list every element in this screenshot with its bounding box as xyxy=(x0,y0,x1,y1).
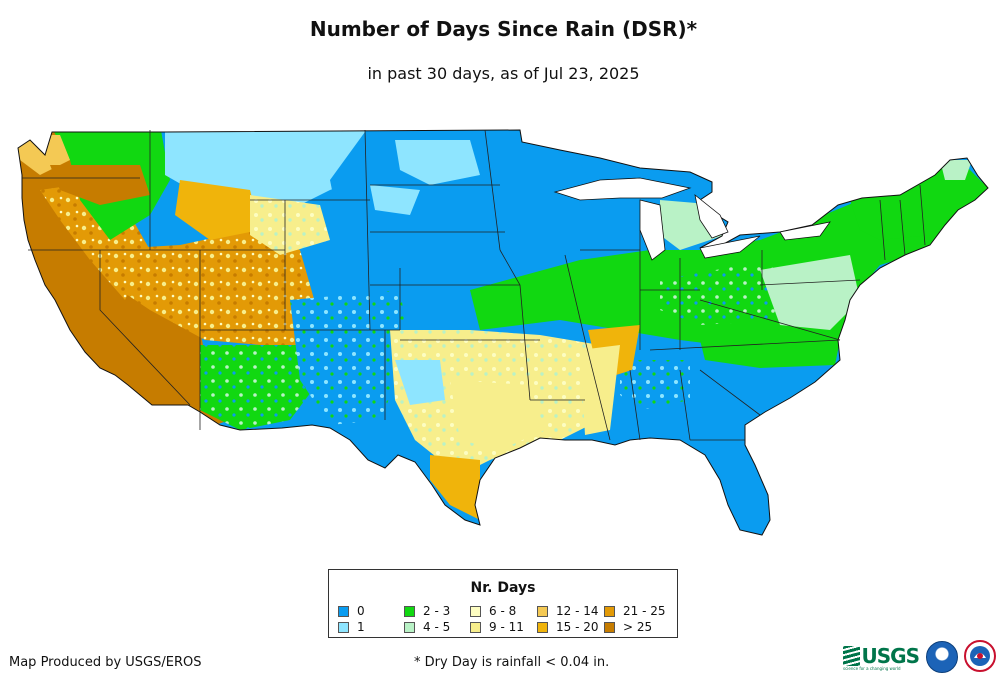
legend-item: 12 - 14 xyxy=(537,604,599,618)
legend-label: 1 xyxy=(357,620,365,634)
legend-label: 15 - 20 xyxy=(556,620,599,634)
legend-swatch xyxy=(604,605,615,617)
state-boundaries xyxy=(22,129,926,441)
legend-label: 4 - 5 xyxy=(423,620,451,634)
legend-label: > 25 xyxy=(623,620,653,634)
legend-item: 1 xyxy=(338,620,365,634)
map-subtitle: in past 30 days, as of Jul 23, 2025 xyxy=(367,64,640,83)
legend-swatch xyxy=(470,621,481,633)
legend-swatch xyxy=(537,605,548,617)
noaa-logo xyxy=(926,641,958,673)
usgs-wave-icon xyxy=(843,646,860,666)
footnote-text: * Dry Day is rainfall < 0.04 in. xyxy=(414,655,610,670)
map-title: Number of Days Since Rain (DSR)* xyxy=(309,17,698,41)
legend-item: 21 - 25 xyxy=(604,604,666,618)
legend-swatch xyxy=(604,621,615,633)
legend-swatch xyxy=(404,621,415,633)
great-lakes xyxy=(553,177,831,261)
usgs-tagline: science for a changing world xyxy=(843,666,901,671)
legend-item: 4 - 5 xyxy=(404,620,450,634)
legend-item: 15 - 20 xyxy=(537,620,599,634)
usgs-logo: USGS science for a changing world xyxy=(843,644,920,671)
legend: Nr. Days 0 1 2 - 3 4 - 5 6 - 8 9 - 11 12… xyxy=(328,569,678,638)
legend-label: 9 - 11 xyxy=(489,620,524,634)
legend-swatch xyxy=(404,605,415,617)
legend-swatch xyxy=(470,605,481,617)
legend-item: 0 xyxy=(338,604,365,618)
nws-logo xyxy=(964,640,996,672)
legend-swatch xyxy=(338,621,349,633)
legend-item: > 25 xyxy=(604,620,652,634)
legend-item: 2 - 3 xyxy=(404,604,450,618)
legend-title: Nr. Days xyxy=(470,580,536,596)
legend-item: 6 - 8 xyxy=(470,604,516,618)
legend-swatch xyxy=(338,605,349,617)
legend-label: 0 xyxy=(357,604,365,618)
usgs-logo-text: USGS xyxy=(861,644,920,668)
legend-item: 9 - 11 xyxy=(470,620,524,634)
legend-label: 2 - 3 xyxy=(423,604,451,618)
credit-text: Map Produced by USGS/EROS xyxy=(9,655,202,670)
legend-label: 12 - 14 xyxy=(556,604,599,618)
legend-swatch xyxy=(537,621,548,633)
legend-label: 21 - 25 xyxy=(623,604,666,618)
legend-label: 6 - 8 xyxy=(489,604,517,618)
